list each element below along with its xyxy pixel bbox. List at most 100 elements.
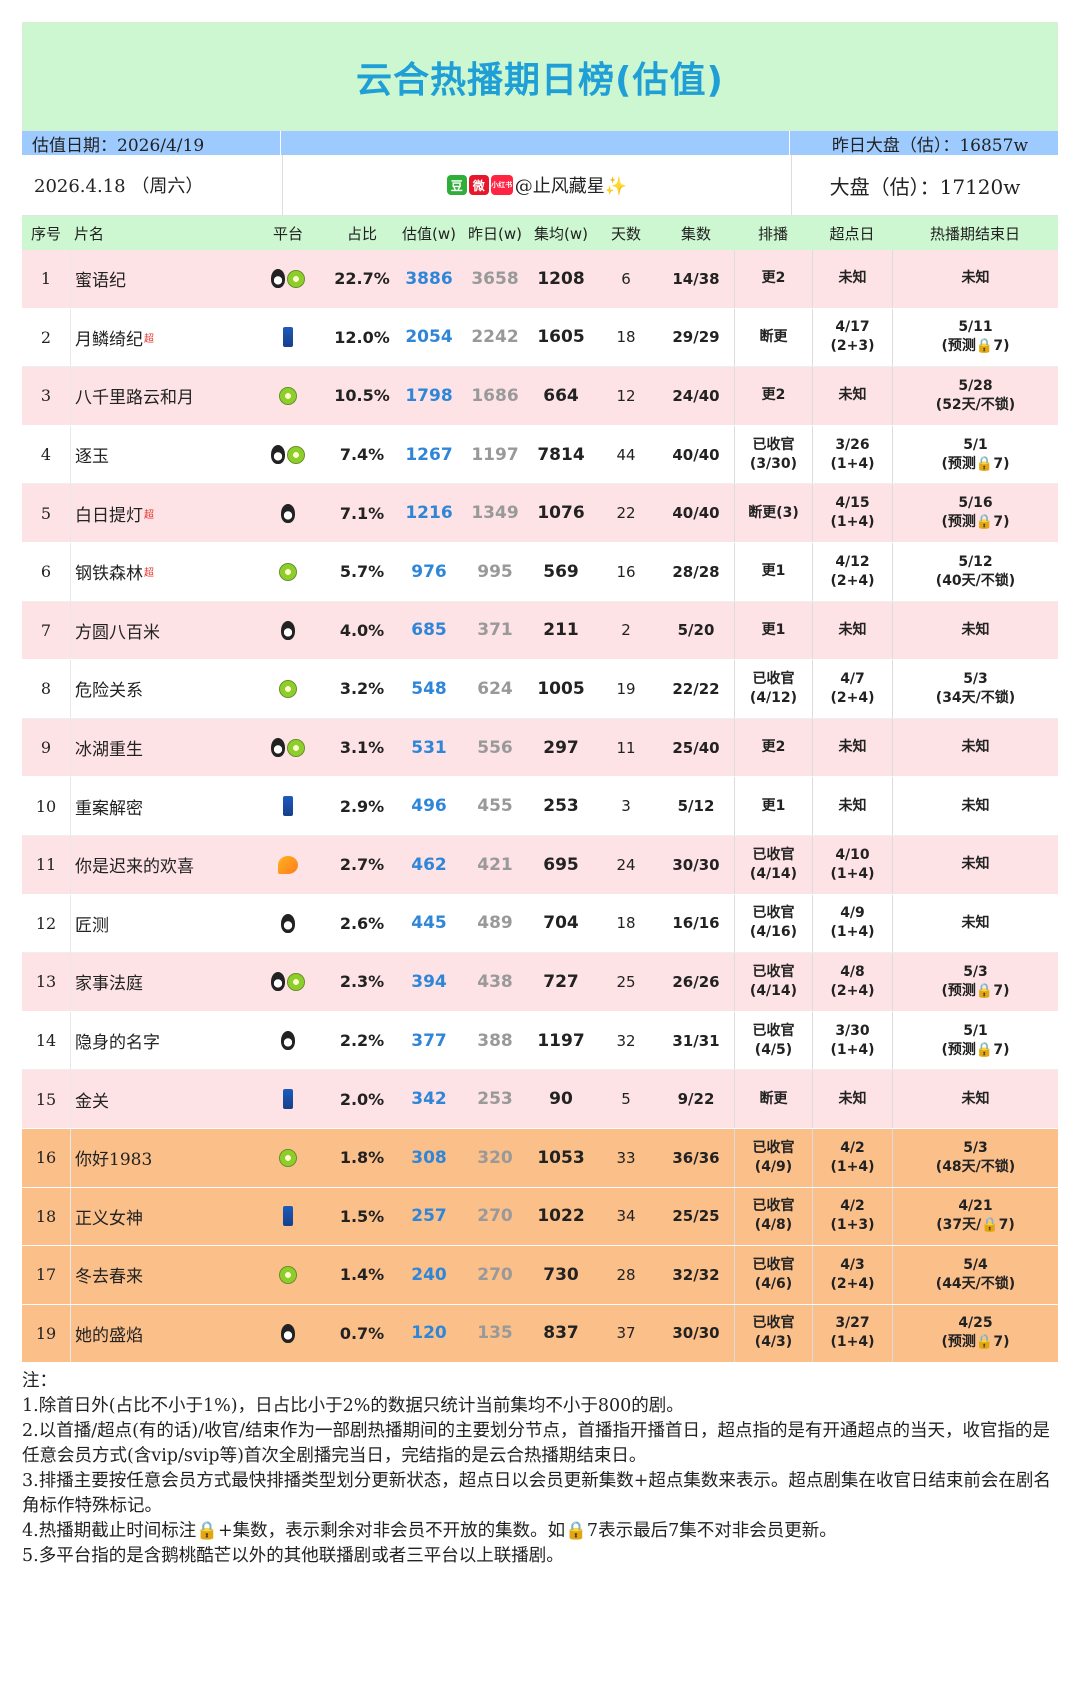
peak-day-cell: 4/15 (1+4)	[812, 484, 892, 542]
end-day-cell: 5/3 (预测🔒7)	[892, 953, 1058, 1011]
platform-cell	[248, 1089, 328, 1110]
header-name: 片名	[74, 224, 105, 243]
estimate-cell: 445	[411, 913, 447, 934]
rank-cell: 16	[35, 1148, 57, 1168]
penguin-icon	[271, 738, 285, 758]
jeans-icon	[283, 327, 293, 348]
episode-avg-cell: 695	[543, 854, 579, 875]
days-cell: 37	[616, 1324, 636, 1343]
schedule-cell: 已收官 (4/6)	[734, 1246, 812, 1304]
schedule-cell: 已收官 (4/12)	[734, 660, 812, 718]
title-cell: 匠测	[70, 894, 248, 953]
schedule-cell: 已收官 (4/8)	[734, 1187, 812, 1246]
episode-avg-cell: 7814	[537, 444, 585, 465]
share-cell: 2.2%	[339, 1031, 385, 1051]
yesterday-cell: 320	[477, 1147, 513, 1168]
title-cell: 冬去春来	[70, 1246, 248, 1304]
info-bar: 估值日期：2026/4/19 昨日大盘（估）：16857w	[22, 131, 1058, 156]
platform-cell	[248, 679, 328, 698]
table-row: 14 隐身的名字 2.2% 377 388 1197 32 31/31 已收官 (4/5) 3/3…	[22, 1011, 1058, 1071]
header-estimate: 估值(w)	[402, 224, 456, 243]
episodes-cell: 25/40	[672, 738, 720, 757]
rank-cell: 8	[40, 679, 52, 699]
peak-day-cell: 4/2 (1+3)	[812, 1187, 892, 1246]
title-text: 她的盛焰	[75, 1325, 143, 1346]
end-day-cell: 5/16 (预测🔒7)	[892, 484, 1058, 542]
platform-cell	[248, 1265, 328, 1284]
peak-day-cell: 未知	[812, 777, 892, 835]
title-text: 家事法庭	[75, 974, 143, 995]
peak-day-cell: 4/10 (1+4)	[812, 835, 892, 894]
yesterday-cell: 1349	[471, 503, 519, 524]
episodes-cell: 9/22	[677, 1090, 715, 1109]
info-spacer	[280, 131, 789, 155]
penguin-icon	[281, 503, 295, 523]
notes: 注： 1.除首日外(占比不小于1%)，日占比小于2%的数据只统计当前集均不小于8…	[22, 1363, 1058, 1569]
title-text: 八千里路云和月	[75, 388, 194, 409]
share-cell: 1.8%	[339, 1148, 385, 1168]
yesterday-cell: 421	[477, 854, 513, 875]
episodes-cell: 25/25	[672, 1207, 720, 1226]
episodes-cell: 40/40	[672, 445, 720, 464]
table-row: 11 你是迟来的欢喜 2.7% 462 421 695 24 30/30 已收官 (4/14) 4…	[22, 835, 1058, 895]
estimate-cell: 531	[411, 737, 447, 758]
yesterday-cell: 1686	[471, 385, 519, 406]
share-cell: 0.7%	[339, 1323, 385, 1343]
table-row: 9 冰湖重生 3.1% 531 556 297 11 25/40 更2 未知 未知	[22, 718, 1058, 778]
title-cell: 白日提灯超	[70, 484, 248, 542]
title-text: 月鳞绮纪	[75, 329, 143, 350]
estimate-cell: 2054	[405, 327, 453, 348]
header-days: 天数	[610, 224, 641, 243]
date-line: 2026.4.18 （周六）	[22, 155, 283, 215]
estimate-date: 估值日期：2026/4/19	[32, 135, 205, 156]
header-share: 占比	[346, 224, 377, 243]
schedule-cell: 断更	[734, 1070, 812, 1128]
episodes-cell: 26/26	[672, 972, 720, 991]
end-day-cell: 5/4 (44天/不锁)	[892, 1246, 1058, 1304]
rank-cell: 13	[35, 972, 57, 992]
yesterday-cell: 135	[477, 1323, 513, 1344]
note-line: 4.热播期截止时间标注🔒+集数，表示剩余对非会员不开放的集数。如🔒7表示最后7集…	[22, 1521, 837, 1542]
schedule-cell: 已收官 (4/16)	[734, 894, 812, 953]
rank-cell: 12	[35, 913, 57, 933]
platform-cell	[248, 1148, 328, 1167]
peak-day-cell: 未知	[812, 367, 892, 425]
yesterday-cell: 388	[477, 1030, 513, 1051]
episode-avg-cell: 1076	[537, 503, 585, 524]
schedule-cell: 断更(3)	[734, 484, 812, 542]
rank-cell: 1	[40, 269, 52, 289]
table-row: 3 八千里路云和月 10.5% 1798 1686 664 12 24/40 更2 未知 5/28 …	[22, 367, 1058, 426]
yesterday-cell: 438	[477, 971, 513, 992]
days-cell: 18	[616, 328, 636, 347]
peak-marker: 超	[144, 333, 154, 345]
peak-day-cell: 未知	[812, 1070, 892, 1128]
days-cell: 34	[616, 1207, 636, 1226]
platform-cell	[248, 1323, 328, 1343]
end-day-cell: 5/1 (预测🔒7)	[892, 425, 1058, 484]
schedule-cell: 更1	[734, 542, 812, 601]
schedule-cell: 已收官 (4/9)	[734, 1128, 812, 1187]
title-cell: 重案解密	[70, 777, 248, 835]
end-day-cell: 未知	[892, 1070, 1058, 1128]
table-row: 2 月鳞绮纪超 12.0% 2054 2242 1605 18 29/29 断更 4/17 (2+…	[22, 308, 1058, 368]
title-text: 方圆八百米	[75, 622, 160, 643]
source-credit: 豆 微 小红书 @止风藏星✨	[283, 155, 792, 215]
episode-avg-cell: 211	[543, 620, 579, 641]
table-row: 12 匠测 2.6% 445 489 704 18 16/16 已收官 (4/16) 4/9 (1…	[22, 894, 1058, 954]
rank-cell: 19	[35, 1323, 57, 1343]
days-cell: 22	[616, 504, 636, 523]
peak-day-cell: 未知	[812, 250, 892, 308]
penguin-icon	[281, 1323, 295, 1343]
episode-avg-cell: 1005	[537, 678, 585, 699]
market-total: 大盘（估）：17120w	[829, 174, 1021, 199]
title-cell: 你好1983	[70, 1128, 248, 1187]
episodes-cell: 29/29	[672, 328, 720, 347]
days-cell: 33	[616, 1148, 636, 1167]
kiwi-icon	[279, 1265, 297, 1284]
end-day-cell: 未知	[892, 777, 1058, 835]
end-day-cell: 5/11 (预测🔒7)	[892, 308, 1058, 367]
title-text: 隐身的名字	[75, 1033, 160, 1054]
rank-cell: 7	[40, 620, 52, 640]
estimate-cell: 342	[411, 1089, 447, 1110]
episode-avg-cell: 297	[543, 737, 579, 758]
